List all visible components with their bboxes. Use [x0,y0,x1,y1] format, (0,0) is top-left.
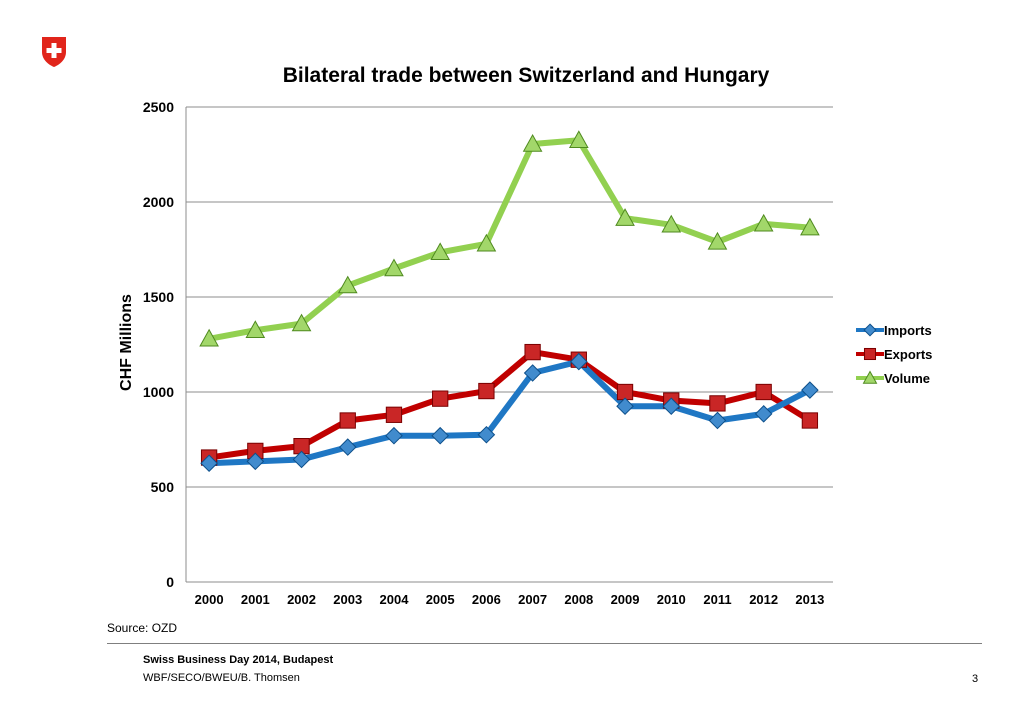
data-point-imports [708,411,727,430]
data-point-imports [523,364,542,382]
y-tick-label: 500 [151,479,175,495]
data-point-volume [522,134,543,152]
source-note: Source: OZD [107,621,178,635]
x-tick-label: 2000 [195,592,224,607]
data-point-imports [200,454,218,473]
x-tick-label: 2006 [472,592,501,607]
data-point-imports [385,426,403,445]
x-tick-label: 2007 [518,592,547,607]
y-tick-label: 2000 [143,194,174,210]
data-point-imports [616,397,634,416]
data-point-exports [478,382,495,400]
data-point-imports [338,438,357,456]
data-point-volume [245,320,266,338]
y-tick-label: 1500 [143,289,174,305]
x-tick-label: 2003 [333,592,362,607]
legend-label-volume: Volume [884,371,930,386]
footer-subtitle: WBF/SECO/BWEU/B. Thomsen [143,672,300,684]
data-point-volume [291,313,312,332]
x-tick-label: 2010 [657,592,686,607]
data-point-imports [570,352,588,371]
data-point-volume [430,242,451,261]
data-point-exports [385,406,403,423]
x-tick-label: 2012 [749,592,778,607]
data-point-exports [709,395,726,412]
x-tick-label: 2005 [426,592,455,607]
data-point-imports [754,405,773,423]
series-line-imports [206,358,813,467]
legend-marker-imports [863,323,877,337]
y-axis-label: CHF Millions [118,294,135,391]
series-line-volume [206,137,813,342]
data-point-volume [384,258,404,277]
y-tick-label: 2500 [143,99,174,115]
data-point-exports [616,383,634,401]
x-tick-label: 2002 [287,592,316,607]
data-point-volume [337,275,358,294]
data-point-imports [662,397,681,416]
y-tick-label: 1000 [143,384,174,400]
legend-marker-volume [862,370,878,384]
x-tick-label: 2011 [703,592,731,607]
data-point-volume [568,130,589,148]
data-point-imports [246,452,265,471]
data-point-imports [477,425,496,444]
data-point-exports [524,343,541,361]
data-point-exports [339,412,356,429]
data-point-volume [800,217,820,236]
data-point-volume [615,208,635,226]
data-point-volume [476,233,497,252]
legend-label-imports: Imports [884,323,932,338]
data-point-exports [801,412,819,429]
data-point-volume [199,328,219,347]
data-point-exports [755,383,772,401]
legend-label-exports: Exports [884,347,932,362]
page-number: 3 [972,673,979,685]
swiss-cross-logo [42,37,66,67]
data-point-volume [707,231,728,250]
x-tick-label: 2013 [795,592,824,607]
x-tick-label: 2001 [241,592,270,607]
x-tick-label: 2008 [564,592,593,607]
x-tick-label: 2004 [380,592,410,607]
y-tick-label: 0 [166,574,174,590]
chart-title: Bilateral trade between Switzerland and … [282,64,770,87]
data-point-volume [753,213,774,232]
x-tick-label: 2009 [611,592,640,607]
data-point-exports [432,390,449,407]
data-point-volume [661,214,682,233]
legend-marker-exports [863,347,877,361]
data-point-imports [292,450,311,469]
data-point-imports [801,381,819,399]
data-point-imports [431,426,449,445]
footer-title: Swiss Business Day 2014, Budapest [143,654,334,666]
footer-divider [107,643,982,644]
